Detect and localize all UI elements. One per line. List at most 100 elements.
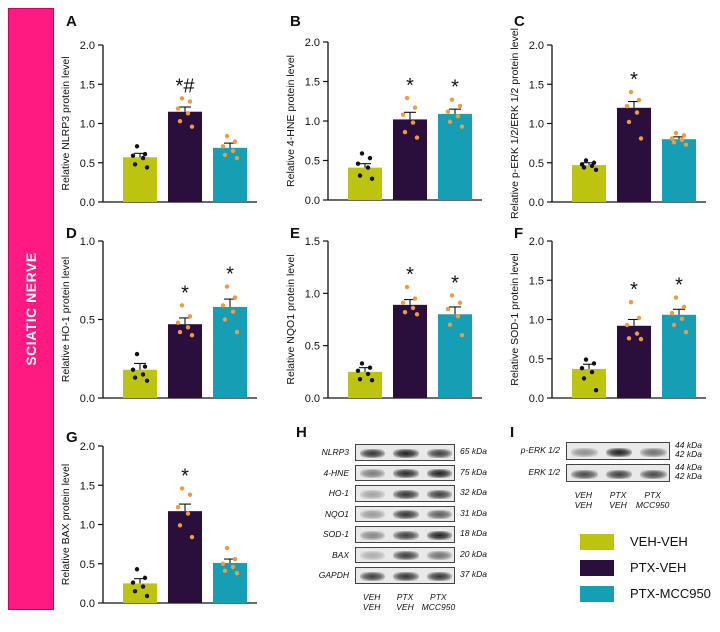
data-point [189, 333, 195, 338]
y-tick-label: 0.0 [80, 393, 95, 405]
data-point [134, 144, 140, 149]
blot-band [360, 571, 386, 581]
panel-letter: A [66, 13, 77, 30]
legend-label: PTX-MCC950 [630, 586, 711, 601]
data-point [447, 322, 453, 327]
blot-band [605, 447, 633, 457]
data-point [179, 486, 185, 491]
y-tick-label: 0.5 [80, 315, 95, 327]
blot-row: BAX 20 kDa [305, 545, 515, 566]
legend-label: PTX-VEH [630, 560, 687, 575]
y-tick-label: 0.5 [305, 156, 320, 168]
blot-lane-label: VEH VEH [362, 591, 381, 612]
legend-label: VEH-VEH [630, 534, 688, 549]
data-point [624, 104, 630, 109]
blot-kda-label: 32 kDa [460, 487, 487, 497]
data-point [636, 97, 642, 103]
blot-band [393, 489, 419, 499]
data-point [636, 315, 642, 321]
blot-lane-label: PTX MCC950 [421, 591, 456, 612]
data-point [457, 103, 463, 109]
blot-row: p-ERK 1/2 44 kDa 42 kDa [518, 440, 720, 462]
significance-mark: * [675, 275, 683, 297]
panel-letter: G [66, 429, 78, 446]
data-point [626, 119, 632, 125]
blot-band [360, 469, 386, 479]
blot-protein-label: HO-1 [328, 488, 349, 498]
y-tick-label: 0.5 [305, 341, 320, 353]
y-tick-label: 0.5 [80, 559, 95, 571]
data-point [230, 309, 236, 314]
data-point [404, 284, 410, 290]
data-point [220, 303, 226, 308]
data-point [455, 114, 461, 119]
y-tick-label: 1.5 [80, 480, 95, 492]
data-point [224, 133, 230, 139]
y-tick-label: 0.0 [80, 197, 95, 209]
data-point [683, 329, 689, 335]
blot-band [640, 469, 667, 479]
data-point [638, 336, 644, 342]
data-point [367, 365, 373, 370]
data-point [142, 575, 148, 581]
data-point [142, 364, 148, 369]
data-point [132, 589, 138, 594]
y-axis-label: Relative 4-HNE protein level [285, 55, 297, 187]
blot-band [426, 489, 452, 499]
blot-row: HO-1 32 kDa [305, 483, 515, 504]
data-point [457, 300, 463, 305]
data-point [232, 139, 238, 144]
bar-ptx-veh [393, 304, 427, 398]
data-point [589, 369, 595, 375]
data-point [222, 317, 228, 322]
data-point [357, 173, 363, 178]
significance-mark: * [406, 264, 414, 286]
data-point [130, 367, 136, 372]
blot-band [426, 510, 452, 520]
blot-row: ERK 1/2 44 kDa 42 kDa [518, 462, 720, 484]
significance-mark: * [226, 264, 234, 286]
data-point [144, 378, 150, 383]
data-point [402, 309, 408, 315]
data-point [222, 568, 228, 574]
data-point [179, 303, 185, 308]
data-point [679, 137, 685, 143]
data-point [404, 95, 410, 101]
data-point [449, 97, 455, 102]
blot-kda-label: 65 kDa [460, 446, 487, 456]
data-point [220, 144, 226, 149]
data-point [447, 119, 453, 124]
y-axis-label: Relative BAX protein level [60, 464, 72, 585]
bar-veh-veh [348, 371, 382, 398]
significance-mark: * [181, 465, 189, 487]
y-tick-label: 1.0 [305, 288, 320, 300]
blot-band [360, 489, 386, 499]
legend-swatch [580, 534, 614, 550]
data-point [400, 112, 406, 117]
data-point [357, 376, 363, 382]
blot-strip [566, 442, 670, 460]
bar-veh-veh [123, 583, 157, 603]
data-point [624, 322, 630, 328]
blot-band [393, 571, 419, 581]
bar-ptx-mcc950 [662, 139, 696, 202]
bar-ptx-veh [393, 119, 427, 200]
y-tick-label: 0.0 [305, 195, 320, 207]
blot-kda-label: 44 kDa 42 kDa [675, 440, 702, 459]
y-axis-label: Relative NLRP3 protein level [60, 56, 72, 190]
blot-protein-label: SOD-1 [323, 529, 349, 539]
y-tick-label: 0.0 [305, 393, 320, 405]
data-point [589, 163, 595, 169]
blot-kda-label: 31 kDa [460, 507, 487, 518]
data-point [220, 561, 226, 566]
bar-ptx-veh [168, 111, 202, 202]
blot-band [393, 530, 419, 540]
blot-protein-label: 4-HNE [323, 467, 349, 478]
blot-lane-label: VEH VEH [574, 490, 593, 510]
panel-letter-h: H [296, 424, 307, 441]
data-point [638, 136, 644, 141]
bar-ptx-mcc950 [213, 306, 247, 398]
blot-band [426, 530, 452, 540]
data-point [628, 89, 634, 95]
bar-ptx-veh [617, 325, 651, 398]
